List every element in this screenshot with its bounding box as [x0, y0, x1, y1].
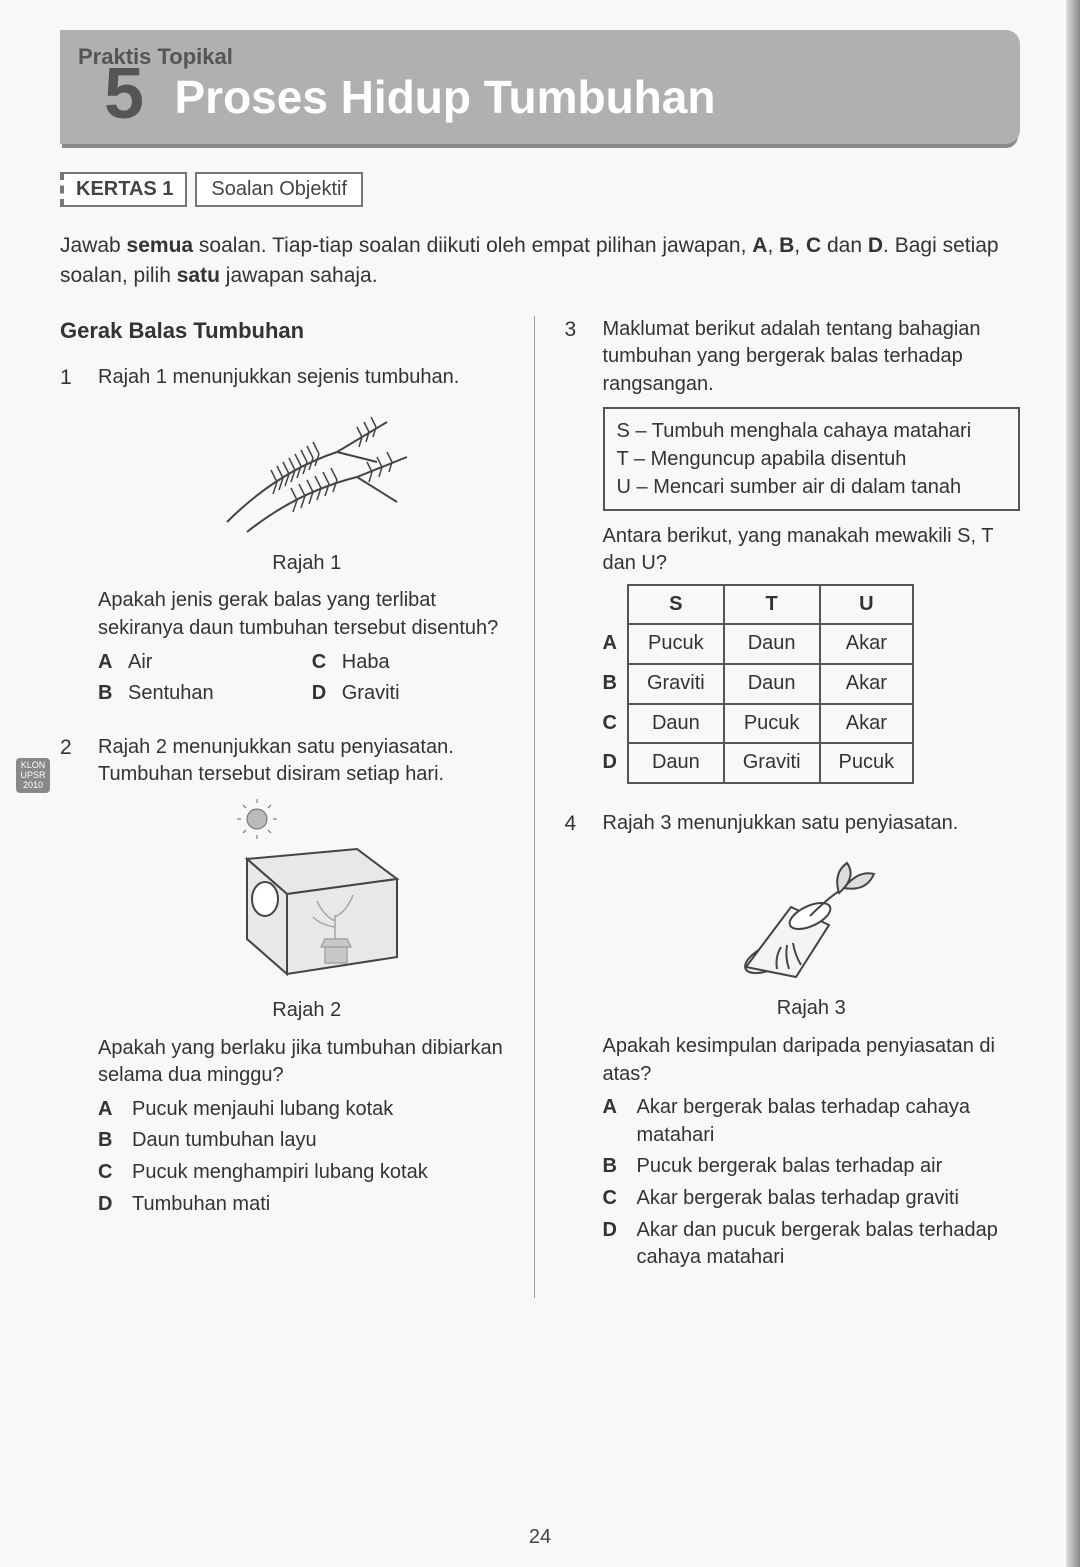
- question-stem: Maklumat berikut adalah tentang bahagian…: [603, 316, 1021, 399]
- figure-caption: Rajah 2: [98, 997, 516, 1025]
- figure-2: [98, 799, 516, 989]
- option-letter: C: [603, 1185, 627, 1213]
- chapter-number: 5: [104, 66, 144, 124]
- question-prompt: Antara berikut, yang manakah mewakili S,…: [603, 523, 1021, 578]
- section-heading: Gerak Balas Tumbuhan: [60, 316, 516, 346]
- question-prompt: Apakah jenis gerak balas yang terlibat s…: [98, 587, 516, 642]
- kertas-badge: KERTAS 1: [60, 172, 187, 207]
- praktis-label: Praktis Topikal: [78, 44, 980, 70]
- answer-table: S T U A Pucuk Daun Akar B Graviti Daun: [603, 584, 915, 784]
- chapter-banner: Praktis Topikal 5 Proses Hidup Tumbuhan: [60, 30, 1020, 144]
- question-3: 3 Maklumat berikut adalah tentang bahagi…: [565, 316, 1021, 784]
- figure-3: [603, 847, 1021, 987]
- table-header: S: [628, 585, 724, 625]
- info-t: T – Menguncup apabila disentuh: [617, 445, 1007, 473]
- option-text: Akar bergerak balas terhadap cahaya mata…: [637, 1094, 1021, 1149]
- page-number: 24: [0, 1526, 1080, 1549]
- option-letter: B: [603, 1153, 627, 1181]
- question-2: KLON UPSR 2010 2 Rajah 2 menunjukkan sat…: [60, 734, 516, 1218]
- option-letter: A: [603, 1094, 627, 1149]
- figure-1: [98, 402, 516, 542]
- left-column: Gerak Balas Tumbuhan 1 Rajah 1 menunjukk…: [60, 316, 535, 1298]
- option-text: Tumbuhan mati: [132, 1191, 516, 1219]
- question-number: 4: [565, 810, 589, 1272]
- table-row: A Pucuk Daun Akar: [603, 624, 914, 664]
- klon-badge: KLON UPSR 2010: [16, 758, 50, 794]
- question-stem: Rajah 1 menunjukkan sejenis tumbuhan.: [98, 364, 516, 392]
- box-plant-illustration-icon: [187, 799, 427, 989]
- table-row: C Daun Pucuk Akar: [603, 704, 914, 744]
- option-letter: D: [98, 1191, 122, 1219]
- option-letter: B: [98, 1127, 122, 1155]
- option-letter: C: [98, 1159, 122, 1187]
- content-columns: Gerak Balas Tumbuhan 1 Rajah 1 menunjukk…: [60, 316, 1020, 1298]
- option-text: Pucuk bergerak balas terhadap air: [637, 1153, 1021, 1181]
- option-text: Akar dan pucuk bergerak balas terhadap c…: [637, 1217, 1021, 1272]
- option-text: Pucuk menjauhi lubang kotak: [132, 1096, 516, 1124]
- info-s: S – Tumbuh menghala cahaya matahari: [617, 417, 1007, 445]
- plant-illustration-icon: [187, 402, 427, 542]
- table-header: T: [724, 585, 820, 625]
- figure-caption: Rajah 3: [603, 995, 1021, 1023]
- option-text: Pucuk menghampiri lubang kotak: [132, 1159, 516, 1187]
- paper-label-row: KERTAS 1 Soalan Objektif: [60, 172, 1020, 207]
- question-number: 2: [60, 734, 84, 1218]
- question-number: 3: [565, 316, 589, 784]
- option-text: Daun tumbuhan layu: [132, 1127, 516, 1155]
- question-prompt: Apakah kesimpulan daripada penyiasatan d…: [603, 1033, 1021, 1088]
- chapter-title: Proses Hidup Tumbuhan: [175, 70, 716, 124]
- options: AAkar bergerak balas terhadap cahaya mat…: [603, 1094, 1021, 1272]
- option-letter: B: [98, 680, 118, 708]
- options: A Pucuk menjauhi lubang kotak B Daun tumbu…: [98, 1096, 516, 1218]
- option-letter: D: [603, 1217, 627, 1272]
- question-number: 1: [60, 364, 84, 708]
- option-text: Haba: [342, 649, 516, 677]
- table-row: B Graviti Daun Akar: [603, 664, 914, 704]
- info-u: U – Mencari sumber air di dalam tanah: [617, 473, 1007, 501]
- question-prompt: Apakah yang berlaku jika tumbuhan dibiar…: [98, 1035, 516, 1090]
- question-stem: Rajah 3 menunjukkan satu penyiasatan.: [603, 810, 1021, 838]
- question-stem: Rajah 2 menunjukkan satu penyiasatan. Tu…: [98, 734, 516, 789]
- right-column: 3 Maklumat berikut adalah tentang bahagi…: [565, 316, 1021, 1298]
- info-box: S – Tumbuh menghala cahaya matahari T – …: [603, 407, 1021, 511]
- option-text: Air: [128, 649, 302, 677]
- table-row: D Daun Graviti Pucuk: [603, 743, 914, 783]
- option-letter: C: [312, 649, 332, 677]
- question-1: 1 Rajah 1 menunjukkan sejenis tumbuhan.: [60, 364, 516, 708]
- table-header: U: [820, 585, 914, 625]
- options: A Air C Haba B Sentuhan D Graviti: [98, 649, 516, 708]
- option-letter: D: [312, 680, 332, 708]
- tipped-cup-plant-icon: [711, 847, 911, 987]
- option-letter: A: [98, 649, 118, 677]
- figure-caption: Rajah 1: [98, 550, 516, 578]
- option-text: Graviti: [342, 680, 516, 708]
- question-4: 4 Rajah 3 menunjukkan satu penyiasatan.: [565, 810, 1021, 1272]
- book-edge: [1066, 0, 1080, 1567]
- option-text: Akar bergerak balas terhadap graviti: [637, 1185, 1021, 1213]
- option-letter: A: [98, 1096, 122, 1124]
- instructions: Jawab semua soalan. Tiap-tiap soalan dii…: [60, 231, 1020, 292]
- question-type-badge: Soalan Objektif: [195, 172, 363, 207]
- option-text: Sentuhan: [128, 680, 302, 708]
